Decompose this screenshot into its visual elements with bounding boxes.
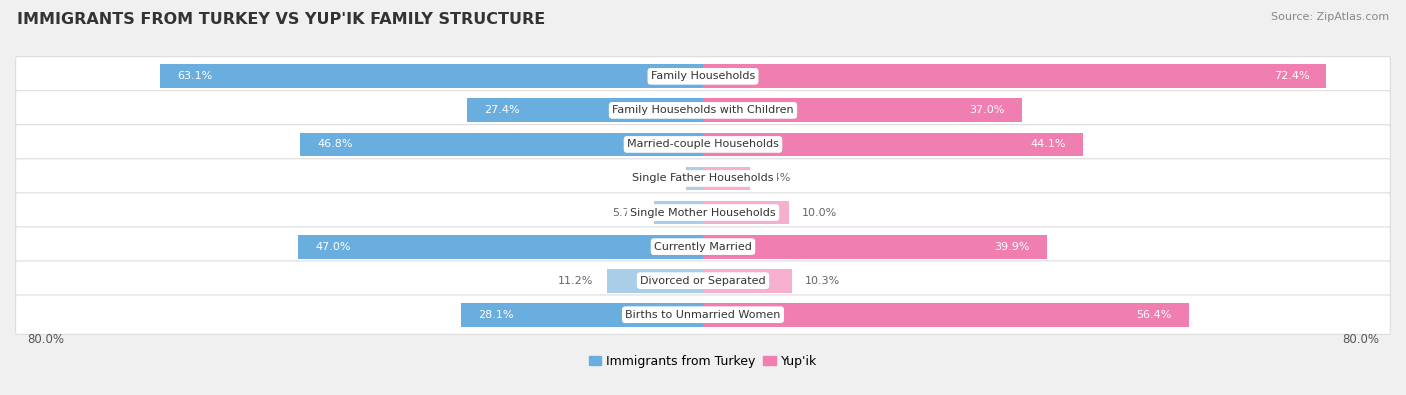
Text: 56.4%: 56.4% [1136, 310, 1171, 320]
Bar [703, 64, 1326, 88]
Bar [160, 64, 703, 88]
Text: 2.0%: 2.0% [644, 173, 673, 184]
Text: Divorced or Separated: Divorced or Separated [640, 276, 766, 286]
Text: Family Households: Family Households [651, 71, 755, 81]
FancyBboxPatch shape [15, 261, 1391, 301]
Bar [299, 133, 703, 156]
Text: Source: ZipAtlas.com: Source: ZipAtlas.com [1271, 12, 1389, 22]
FancyBboxPatch shape [15, 159, 1391, 198]
Text: 37.0%: 37.0% [969, 105, 1004, 115]
Bar [467, 98, 703, 122]
Text: IMMIGRANTS FROM TURKEY VS YUP'IK FAMILY STRUCTURE: IMMIGRANTS FROM TURKEY VS YUP'IK FAMILY … [17, 12, 546, 27]
FancyBboxPatch shape [15, 227, 1391, 266]
Bar [703, 303, 1188, 327]
Text: 46.8%: 46.8% [318, 139, 353, 149]
Text: 80.0%: 80.0% [27, 333, 65, 346]
Text: 47.0%: 47.0% [315, 242, 352, 252]
Text: 5.4%: 5.4% [762, 173, 790, 184]
Text: 39.9%: 39.9% [994, 242, 1029, 252]
Text: 5.7%: 5.7% [613, 207, 641, 218]
FancyBboxPatch shape [15, 295, 1391, 335]
FancyBboxPatch shape [15, 90, 1391, 130]
Bar [703, 98, 1022, 122]
Text: Births to Unmarried Women: Births to Unmarried Women [626, 310, 780, 320]
Bar [703, 167, 749, 190]
Bar [703, 235, 1046, 258]
FancyBboxPatch shape [15, 125, 1391, 164]
Text: 63.1%: 63.1% [177, 71, 212, 81]
Text: 10.0%: 10.0% [801, 207, 838, 218]
Text: 11.2%: 11.2% [558, 276, 593, 286]
Text: 28.1%: 28.1% [478, 310, 513, 320]
Bar [461, 303, 703, 327]
Bar [654, 201, 703, 224]
Text: Single Mother Households: Single Mother Households [630, 207, 776, 218]
Text: Married-couple Households: Married-couple Households [627, 139, 779, 149]
Bar [606, 269, 703, 293]
FancyBboxPatch shape [15, 193, 1391, 232]
Text: Single Father Households: Single Father Households [633, 173, 773, 184]
FancyBboxPatch shape [15, 56, 1391, 96]
Text: Currently Married: Currently Married [654, 242, 752, 252]
Text: 44.1%: 44.1% [1031, 139, 1066, 149]
Bar [703, 201, 789, 224]
Text: 10.3%: 10.3% [804, 276, 839, 286]
Bar [703, 269, 792, 293]
Legend: Immigrants from Turkey, Yup'ik: Immigrants from Turkey, Yup'ik [583, 350, 823, 373]
Text: 80.0%: 80.0% [1341, 333, 1379, 346]
Bar [298, 235, 703, 258]
Text: 72.4%: 72.4% [1274, 71, 1309, 81]
Text: 27.4%: 27.4% [484, 105, 520, 115]
Bar [703, 133, 1083, 156]
Text: Family Households with Children: Family Households with Children [612, 105, 794, 115]
Bar [686, 167, 703, 190]
